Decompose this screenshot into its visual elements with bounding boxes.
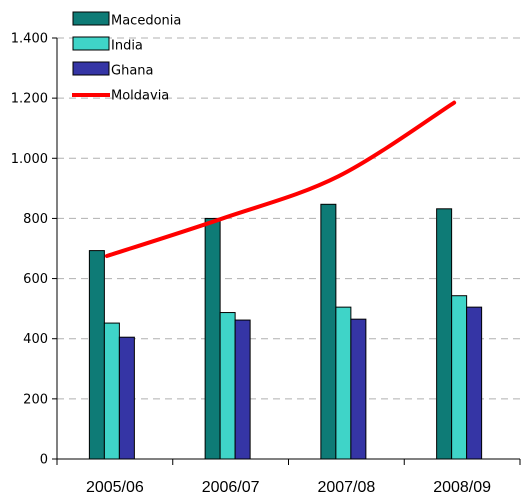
legend-swatch-india [72, 36, 110, 51]
line-moldavia [104, 100, 457, 259]
bar-india [335, 306, 352, 460]
bar-india [219, 312, 236, 460]
y-tick-label: 400 [23, 332, 48, 347]
axis-labels: 0 200 400 600 800 1.000 1.200 1.400 2005/06 2006/… [11, 32, 491, 497]
bar-macedonia [320, 203, 337, 460]
y-tick-label: 1.000 [11, 152, 48, 167]
legend-label-india: India [111, 39, 143, 54]
y-tick-label: 1.200 [11, 92, 48, 107]
bar-ghana [350, 318, 367, 460]
bar-ghana [234, 319, 251, 460]
y-tick-label: 1.400 [11, 32, 48, 47]
x-category-label: 2007/08 [317, 479, 375, 496]
legend: Macedonia India Ghana Moldavia [72, 11, 181, 104]
bar-macedonia [88, 250, 105, 460]
legend-label-macedonia: Macedonia [111, 14, 181, 29]
legend-label-ghana: Ghana [111, 64, 154, 79]
bar-india [451, 295, 468, 460]
legend-label-moldavia: Moldavia [111, 89, 169, 104]
bar-ghana [466, 306, 483, 460]
line-series [104, 100, 457, 259]
bar-macedonia [436, 208, 453, 460]
x-category-label: 2006/07 [202, 479, 260, 496]
x-category-label: 2005/06 [86, 479, 144, 496]
y-tick-label: 800 [23, 212, 48, 227]
bar-india [103, 322, 120, 460]
bar-macedonia [204, 217, 221, 460]
y-tick-label: 200 [23, 392, 48, 407]
bar-ghana [118, 336, 135, 460]
y-tick-label: 600 [23, 272, 48, 287]
bars [88, 203, 483, 460]
legend-swatch-ghana [72, 61, 110, 76]
y-tick-label: 0 [40, 453, 48, 468]
legend-swatch-macedonia [72, 11, 110, 26]
x-category-label: 2008/09 [433, 479, 491, 496]
